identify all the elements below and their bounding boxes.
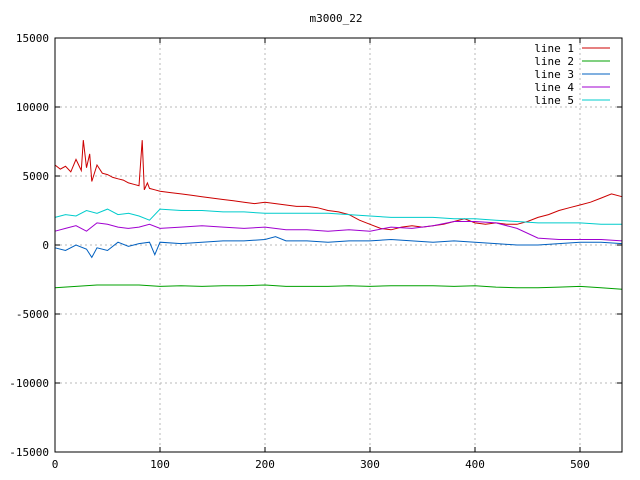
y-tick-label: 0 xyxy=(42,239,49,252)
legend-label-1: line 1 xyxy=(534,42,574,55)
y-tick-label: -10000 xyxy=(9,377,49,390)
series-line-1 xyxy=(54,140,623,231)
series-line-3 xyxy=(54,236,623,259)
legend-label-4: line 4 xyxy=(534,81,574,94)
y-tick-label: 10000 xyxy=(16,101,49,114)
x-tick-label: 100 xyxy=(150,458,170,471)
x-tick-label: 500 xyxy=(570,458,590,471)
y-tick-label: -5000 xyxy=(16,308,49,321)
series-line-5 xyxy=(54,208,622,225)
y-tick-label: 15000 xyxy=(16,32,49,45)
legend-label-3: line 3 xyxy=(534,68,574,81)
series-line-4 xyxy=(54,221,623,242)
legend-label-5: line 5 xyxy=(534,94,574,107)
y-tick-label: 5000 xyxy=(23,170,50,183)
x-tick-label: 200 xyxy=(255,458,275,471)
x-tick-label: 300 xyxy=(360,458,380,471)
series-group xyxy=(54,140,623,290)
chart-title: m3000_22 xyxy=(310,12,363,25)
y-tick-label: -15000 xyxy=(9,446,49,459)
axis-ticks: -15000 -10000 -5000 0 5000 10000 15000 0 100 200 3… xyxy=(9,32,622,471)
x-tick-label: 0 xyxy=(52,458,59,471)
grid xyxy=(55,38,622,452)
legend-label-2: line 2 xyxy=(534,55,574,68)
series-line-2 xyxy=(54,284,623,290)
x-tick-label: 400 xyxy=(465,458,485,471)
